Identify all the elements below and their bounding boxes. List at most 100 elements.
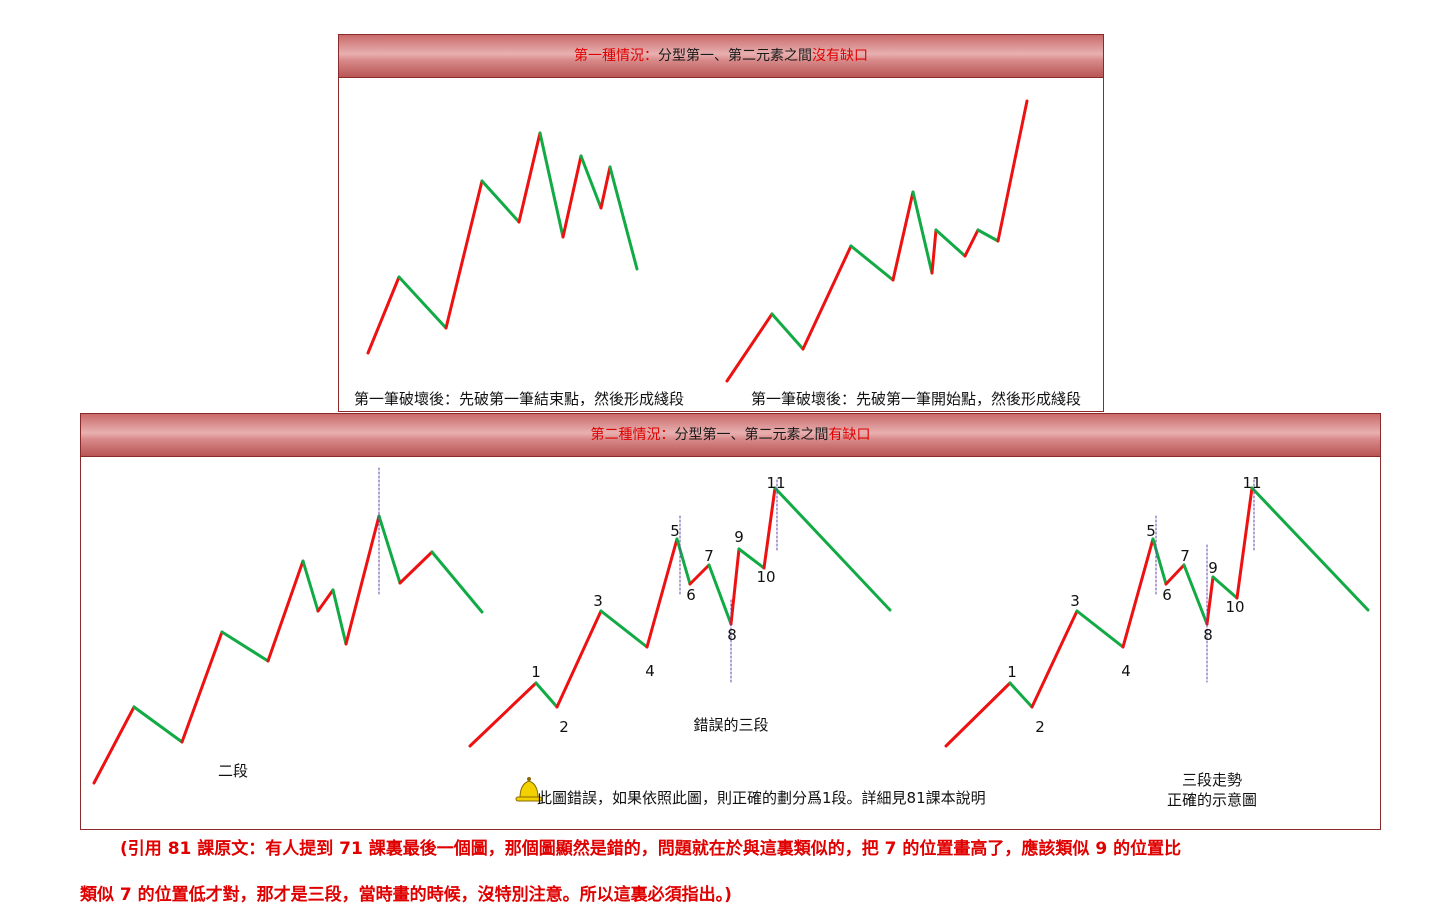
stroke-up bbox=[930, 228, 938, 275]
stroke-up bbox=[996, 99, 1029, 243]
panel-case-one-title: 第一種情況：分型第一、第二元素之間沒有缺口 bbox=[339, 35, 1103, 78]
wave-label: 6 bbox=[1162, 586, 1172, 604]
stroke-up bbox=[316, 588, 335, 613]
stroke-down bbox=[849, 244, 895, 282]
stroke-up bbox=[266, 559, 305, 663]
zigzag-p1-right bbox=[725, 99, 1029, 383]
warning-text: 此圖錯誤，如果依照此圖，則正確的劃分爲1段。詳細見81課本說明 bbox=[537, 789, 986, 807]
stroke-down bbox=[770, 312, 805, 351]
stroke-down bbox=[1075, 609, 1125, 649]
stroke-up bbox=[344, 514, 381, 646]
labels-p2-right: 1 2 3 4 5 6 7 8 9 10 11 bbox=[1007, 474, 1261, 736]
caption-p1-right: 第一筆破壞後：先破第一筆開始點，然後形成綫段 bbox=[751, 390, 1081, 408]
stroke-up bbox=[599, 165, 612, 210]
stroke-down bbox=[737, 547, 766, 570]
stroke-down bbox=[1151, 537, 1168, 586]
stroke-down bbox=[608, 165, 639, 271]
caption-p2-left: 二段 bbox=[218, 762, 248, 780]
panel-case-one: 第一種情況：分型第一、第二元素之間沒有缺口 bbox=[338, 34, 1104, 412]
stroke-down bbox=[480, 179, 521, 224]
wave-label: 5 bbox=[670, 522, 680, 540]
stroke-up bbox=[1030, 609, 1079, 709]
wave-label: 3 bbox=[1070, 592, 1080, 610]
stroke-up bbox=[1164, 563, 1186, 586]
wave-label: 10 bbox=[756, 568, 775, 586]
stroke-down bbox=[132, 705, 184, 744]
stroke-up bbox=[398, 550, 434, 585]
wave-label: 4 bbox=[1121, 662, 1131, 680]
stroke-up bbox=[366, 275, 401, 355]
stroke-down bbox=[1250, 486, 1370, 612]
stroke-down bbox=[599, 609, 649, 649]
stroke-up bbox=[762, 486, 777, 570]
wave-label: 7 bbox=[704, 547, 714, 565]
stroke-down bbox=[1008, 681, 1034, 709]
stroke-down bbox=[976, 228, 1000, 243]
stroke-down bbox=[1211, 575, 1239, 600]
zigzag-p1-left bbox=[366, 131, 639, 355]
zigzag-p2-mid bbox=[468, 479, 892, 748]
stroke-up bbox=[561, 154, 583, 239]
quote-note-line1: (引用 81 課原文：有人提到 71 課裏最後一個圖，那個圖顯然是錯的，問題就在… bbox=[120, 839, 1182, 859]
bell-icon bbox=[515, 777, 543, 802]
wave-label: 1 bbox=[531, 663, 541, 681]
stroke-down bbox=[934, 228, 967, 258]
wave-label: 2 bbox=[559, 718, 569, 736]
wave-label: 5 bbox=[1146, 522, 1156, 540]
zigzag-p2-right bbox=[944, 479, 1370, 748]
stroke-up bbox=[180, 630, 224, 744]
stroke-down bbox=[579, 154, 603, 210]
stroke-down bbox=[220, 630, 270, 663]
wave-label: 3 bbox=[593, 592, 603, 610]
panel-case-two-title: 第二種情況：分型第一、第二元素之間有缺口 bbox=[81, 414, 1380, 457]
stroke-down bbox=[430, 550, 484, 614]
stroke-up bbox=[688, 563, 711, 586]
labels-p2-mid: 1 2 3 4 5 6 7 8 9 10 11 bbox=[531, 474, 785, 736]
zigzag-p2-left bbox=[92, 467, 484, 785]
caption-p2-right-1: 三段走勢 bbox=[1182, 771, 1242, 789]
caption-p1-left: 第一筆破壞後：先破第一筆結束點，然後形成綫段 bbox=[354, 390, 684, 408]
stroke-up bbox=[645, 537, 679, 649]
stroke-down bbox=[534, 681, 559, 709]
stroke-down bbox=[1182, 563, 1209, 626]
stroke-up bbox=[444, 179, 484, 330]
wave-label: 11 bbox=[1242, 474, 1261, 492]
stroke-up bbox=[891, 190, 915, 282]
stroke-up bbox=[1205, 575, 1215, 626]
caption-p2-mid: 錯誤的三段 bbox=[693, 716, 768, 734]
wave-label: 8 bbox=[727, 626, 737, 644]
stroke-up bbox=[963, 228, 980, 258]
stroke-down bbox=[773, 486, 892, 612]
stroke-up bbox=[92, 705, 136, 785]
panel-case-two: 第二種情況：分型第一、第二元素之間有缺口 bbox=[80, 413, 1381, 830]
stroke-up bbox=[1235, 486, 1254, 600]
stroke-down bbox=[331, 588, 348, 646]
wave-label: 4 bbox=[645, 662, 655, 680]
wave-label: 1 bbox=[1007, 663, 1017, 681]
wave-label: 8 bbox=[1203, 626, 1213, 644]
wave-label: 9 bbox=[1208, 559, 1218, 577]
wave-label: 10 bbox=[1225, 598, 1244, 616]
stroke-up bbox=[468, 681, 538, 748]
quote-note-line2: 類似 7 的位置低才對，那才是三段，當時畫的時候，沒特別注意。所以這裏必須指出。… bbox=[80, 885, 732, 905]
stroke-down bbox=[538, 131, 565, 239]
stroke-down bbox=[301, 559, 320, 613]
wave-label: 6 bbox=[686, 586, 696, 604]
stroke-up bbox=[1121, 537, 1155, 649]
stroke-down bbox=[397, 275, 448, 330]
stroke-up bbox=[729, 547, 741, 626]
wave-label: 11 bbox=[766, 474, 785, 492]
wave-label: 9 bbox=[734, 528, 744, 546]
stroke-down bbox=[675, 537, 692, 586]
caption-p2-right-2: 正確的示意圖 bbox=[1167, 791, 1257, 809]
stroke-down bbox=[911, 190, 934, 275]
stroke-up bbox=[725, 312, 774, 383]
stroke-up bbox=[555, 609, 603, 709]
wave-label: 2 bbox=[1035, 718, 1045, 736]
wave-label: 7 bbox=[1180, 547, 1190, 565]
stroke-down bbox=[377, 514, 402, 585]
stroke-down bbox=[707, 563, 733, 626]
stroke-up bbox=[801, 244, 853, 351]
stroke-up bbox=[517, 131, 542, 224]
